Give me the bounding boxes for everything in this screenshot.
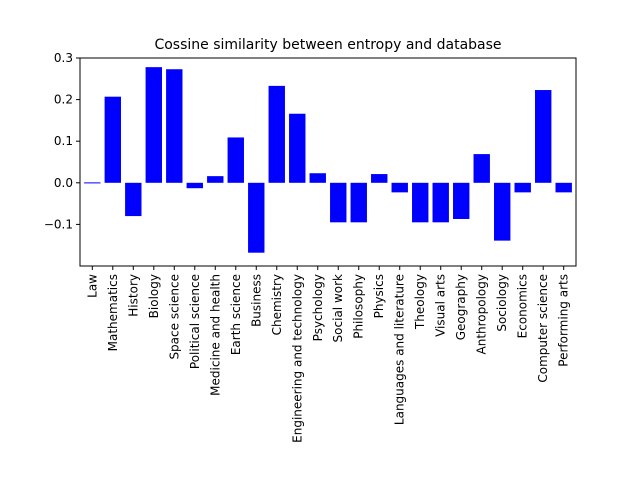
- x-tick-label: Business: [249, 274, 263, 327]
- bar-social-work: [330, 182, 347, 223]
- bar-political-science: [186, 182, 203, 189]
- bar-law: [84, 182, 101, 184]
- bar-earth-science: [227, 137, 244, 183]
- x-tick-label: Political science: [188, 274, 202, 369]
- bar-philosophy: [350, 182, 367, 223]
- bar-engineering-and-technology: [289, 113, 306, 183]
- x-tick-label: Engineering and technology: [290, 274, 304, 443]
- x-tick-label: Law: [85, 274, 99, 298]
- y-axis: 0.3 0.2 0.1 0.0 −0.1: [44, 51, 80, 231]
- plot-frame: [79, 57, 577, 267]
- x-tick-label: Biology: [147, 274, 161, 318]
- x-tick-label: History: [126, 274, 140, 317]
- chart-title: Cossine similarity between entropy and d…: [154, 37, 501, 53]
- x-tick-label: Economics: [516, 274, 530, 338]
- bar-mathematics: [104, 96, 121, 183]
- bar-history: [125, 182, 142, 217]
- x-tick-label: Medicine and health: [208, 274, 222, 396]
- x-tick-label: Theology: [413, 274, 427, 330]
- bar-psychology: [309, 173, 326, 183]
- bar-chemistry: [268, 85, 285, 183]
- x-tick-label: Anthropology: [475, 274, 489, 355]
- bar-business: [248, 182, 265, 253]
- x-tick-label: Computer science: [536, 274, 550, 383]
- bar-languages-and-literature: [391, 182, 408, 193]
- x-tick-label: Visual arts: [434, 274, 448, 337]
- x-tick-label: Languages and literature: [393, 274, 407, 425]
- bar-biology: [145, 67, 162, 183]
- y-tick-label: 0.2: [54, 93, 73, 107]
- bar-geography: [453, 182, 470, 219]
- x-tick-label: Geography: [454, 274, 468, 340]
- bar-economics: [514, 182, 531, 193]
- bar-performing-arts: [555, 182, 572, 193]
- x-tick-label: Mathematics: [106, 274, 120, 351]
- x-tick-label: Philosophy: [352, 274, 366, 339]
- bar-visual-arts: [432, 182, 449, 223]
- bar-computer-science: [535, 90, 552, 183]
- y-tick-label: 0.0: [54, 176, 73, 190]
- y-tick-label: −0.1: [44, 217, 73, 231]
- bar-medicine-and-health: [207, 176, 224, 183]
- bar-sociology: [494, 182, 511, 241]
- bar-space-science: [166, 69, 183, 183]
- x-tick-label: Space science: [167, 274, 181, 360]
- x-tick-label: Earth science: [229, 274, 243, 355]
- y-tick-label: 0.3: [54, 51, 73, 65]
- bar-theology: [412, 182, 429, 223]
- x-tick-label: Performing arts: [557, 274, 571, 367]
- bar-physics: [371, 174, 388, 183]
- y-tick-label: 0.1: [54, 134, 73, 148]
- x-tick-label: Physics: [372, 274, 386, 318]
- x-tick-label: Social work: [331, 274, 345, 342]
- x-tick-label: Chemistry: [270, 274, 284, 335]
- bars-layer: [84, 67, 572, 253]
- x-tick-label: Sociology: [495, 274, 509, 332]
- x-tick-label: Psychology: [311, 274, 325, 341]
- bar-anthropology: [473, 154, 490, 183]
- x-axis: Law Mathematics History Biology Space scienc…: [85, 266, 571, 443]
